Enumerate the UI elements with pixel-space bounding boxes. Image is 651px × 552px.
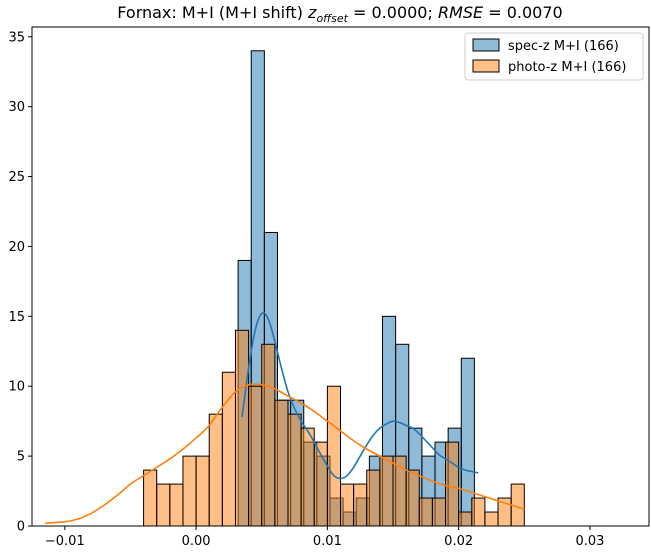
y-axis: 0 5 10 15 20 25 30 35 bbox=[8, 30, 32, 535]
photo-bar bbox=[156, 483, 171, 527]
chart-title: Fornax: M+I (M+I shift) zoffset = 0.0000… bbox=[117, 3, 562, 25]
photo-bar bbox=[431, 497, 447, 527]
legend: spec-z M+I (166) photo-z M+I (166) bbox=[464, 32, 644, 81]
photo-bar bbox=[234, 329, 250, 527]
title-z-sub: offset bbox=[316, 12, 348, 25]
legend-label-photo: photo-z M+I (166) bbox=[508, 60, 626, 75]
photo-bar bbox=[274, 399, 289, 527]
title-z-var: z bbox=[307, 3, 317, 22]
photo-bar bbox=[195, 455, 210, 527]
photo-bar bbox=[353, 483, 368, 527]
title-rmse-value: = 0.0070 bbox=[483, 3, 563, 22]
legend-swatch-photo bbox=[472, 59, 500, 73]
x-tick-label: 0.03 bbox=[575, 534, 604, 549]
y-tick-label: 15 bbox=[8, 310, 25, 325]
y-tick-label: 20 bbox=[8, 240, 25, 255]
title-z-value: = 0.0000; bbox=[348, 3, 438, 22]
photo-bars-group bbox=[143, 329, 525, 527]
photo-bar bbox=[261, 343, 276, 527]
photo-bar bbox=[300, 427, 315, 527]
photo-bar bbox=[405, 469, 420, 527]
photo-bar bbox=[287, 413, 302, 527]
x-tick-label: 0.02 bbox=[444, 534, 473, 549]
photo-bar bbox=[340, 483, 355, 527]
x-tick-label: −0.01 bbox=[45, 534, 85, 549]
photo-bar bbox=[208, 413, 223, 527]
photo-bar bbox=[418, 497, 433, 527]
legend-box bbox=[464, 32, 644, 81]
y-tick-label: 35 bbox=[8, 30, 25, 45]
x-axis: −0.01 0.00 0.01 0.02 0.03 bbox=[45, 526, 604, 549]
y-tick-label: 5 bbox=[17, 450, 25, 465]
photo-bar bbox=[143, 469, 158, 527]
photo-bar bbox=[471, 497, 486, 527]
photo-bar bbox=[221, 371, 236, 527]
photo-bar bbox=[484, 511, 499, 527]
y-tick-label: 10 bbox=[8, 380, 25, 395]
photo-bar bbox=[169, 483, 184, 527]
photo-bar bbox=[458, 511, 473, 527]
photo-bar bbox=[248, 385, 263, 527]
photo-bar bbox=[445, 441, 460, 527]
x-tick-label: 0.00 bbox=[182, 534, 211, 549]
spec-kde-line bbox=[241, 312, 479, 480]
photo-bar bbox=[326, 385, 342, 527]
y-tick-label: 0 bbox=[17, 520, 25, 535]
legend-swatch-spec bbox=[472, 38, 500, 52]
title-prefix: Fornax: M+I (M+I shift) bbox=[117, 3, 308, 22]
legend-label-spec: spec-z M+I (166) bbox=[508, 39, 619, 54]
kde-lines-group bbox=[45, 312, 525, 525]
photo-bar bbox=[182, 455, 197, 527]
photo-bar bbox=[366, 469, 381, 527]
x-tick-label: 0.01 bbox=[313, 534, 342, 549]
photo-bar bbox=[379, 455, 394, 527]
title-rmse-var: RMSE bbox=[438, 3, 484, 22]
y-tick-label: 30 bbox=[8, 100, 25, 115]
plot-frame bbox=[31, 26, 650, 527]
photo-kde-line bbox=[45, 383, 525, 525]
y-tick-label: 25 bbox=[8, 170, 25, 185]
